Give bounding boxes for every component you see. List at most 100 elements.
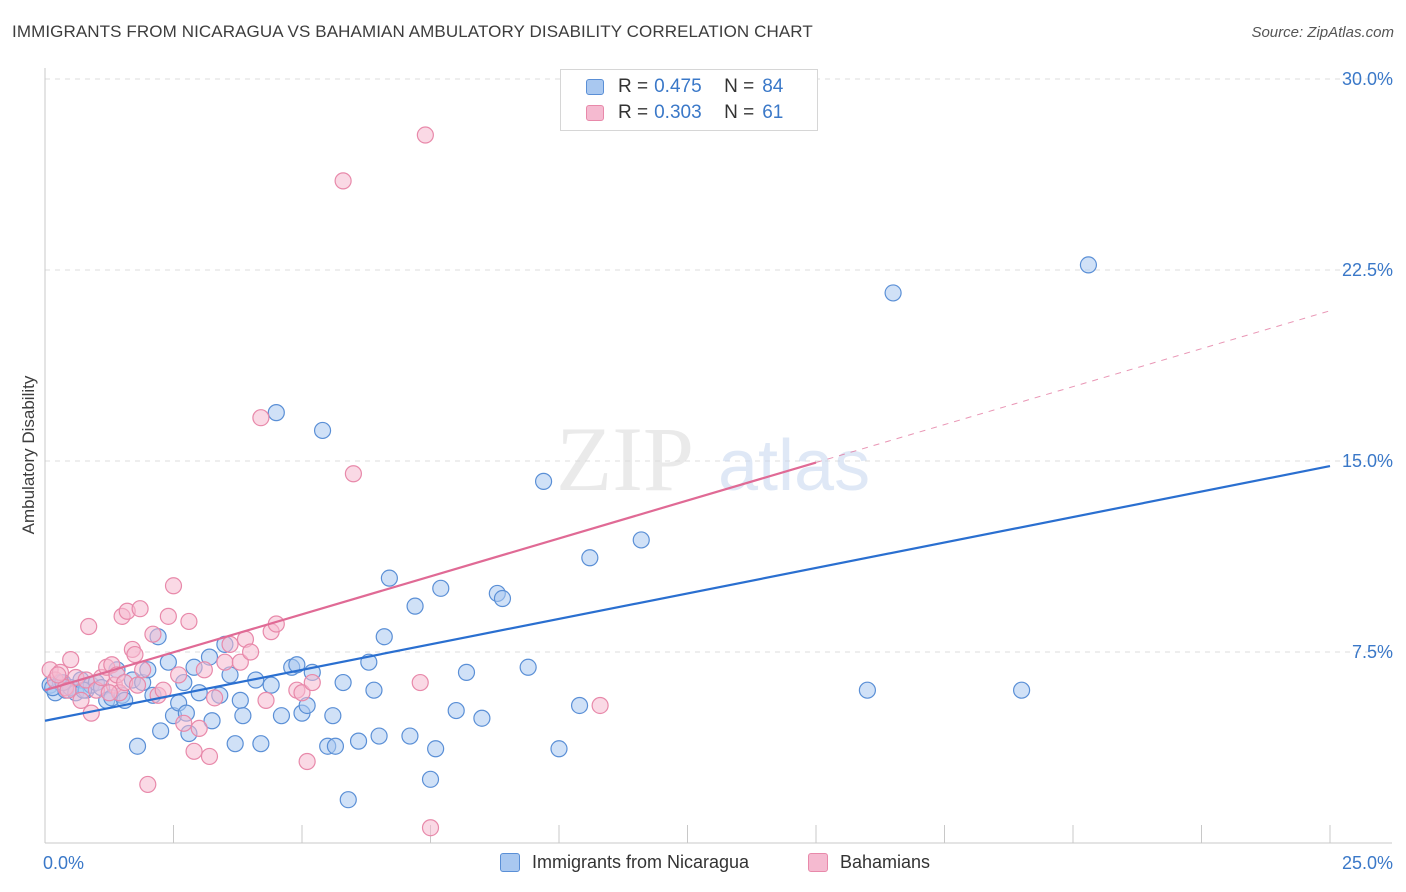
point-nicaragua [234,707,252,725]
point-nicaragua [334,673,352,692]
point-nicaragua [313,421,332,440]
point-bahamians [416,126,434,144]
legend-row-bahamians: R = 0.303 N = 61 [586,101,783,125]
point-bahamians [139,775,157,794]
point-bahamians [200,747,219,766]
bottom-legend-swatch-pink [808,853,828,872]
series-bahamians [41,126,609,837]
point-nicaragua [288,656,306,674]
point-nicaragua [365,681,383,699]
point-bahamians [231,653,249,671]
point-bahamians [80,617,98,636]
tick-labels: 7.5% 15.0% 22.5% 30.0% 0.0% 25.0% [43,69,1393,873]
legend: R = 0.475 N = 84 R = 0.303 N = 61 [560,69,818,131]
legend-r-value: 0.303 [654,102,702,123]
x-tick-label: 25.0% [1342,853,1393,873]
legend-swatch-blue [586,79,604,95]
point-nicaragua [1079,256,1098,274]
point-nicaragua [203,712,221,730]
legend-r-value: 0.475 [654,76,702,97]
point-bahamians [334,172,352,190]
point-bahamians [421,819,440,837]
bottom-legend-swatch-blue [500,853,520,872]
point-nicaragua [858,681,877,699]
point-bahamians [126,645,144,664]
point-bahamians [298,752,316,771]
point-bahamians [164,577,183,595]
point-nicaragua [401,727,419,745]
point-bahamians [134,661,152,679]
point-bahamians [252,409,270,427]
point-nicaragua [267,404,285,422]
point-nicaragua [432,579,450,597]
legend-r-label: R = [618,102,649,123]
point-bahamians [72,691,90,709]
point-nicaragua [272,707,291,725]
point-bahamians [221,635,239,653]
point-nicaragua [380,569,398,587]
point-nicaragua [324,707,342,725]
point-bahamians [195,661,213,679]
point-bahamians [242,643,260,661]
bottom-legend-nicaragua: Immigrants from Nicaragua [500,852,749,873]
series-nicaragua [41,256,1098,809]
point-bahamians [59,681,77,699]
point-bahamians [344,465,362,483]
trend-line-1 [44,461,817,692]
legend-n-label: N = [724,76,755,97]
legend-row-nicaragua: R = 0.475 N = 84 [586,75,783,99]
trend-line-0 [44,465,1331,722]
y-tick-label: 15.0% [1342,451,1393,471]
point-bahamians [128,676,147,694]
point-bahamians [411,673,429,692]
point-nicaragua [632,531,650,549]
point-bahamians [190,719,208,738]
trend-lines [44,310,1331,722]
bottom-legend-label: Immigrants from Nicaragua [532,852,750,872]
point-nicaragua [1012,681,1031,699]
point-nicaragua [534,472,553,490]
point-bahamians [175,714,193,732]
point-bahamians [303,673,321,692]
point-nicaragua [375,628,393,646]
y-tick-label: 22.5% [1342,260,1393,280]
point-nicaragua [262,676,280,694]
point-bahamians [185,742,203,760]
legend-swatch-pink [586,105,604,121]
legend-n-value: 61 [762,102,784,123]
point-nicaragua [190,684,208,702]
point-nicaragua [339,791,357,809]
watermark-atlas: atlas [718,426,870,506]
legend-n-label: N = [724,102,755,123]
bottom-legend-label: Bahamians [840,852,931,872]
point-bahamians [216,653,234,671]
point-bahamians [62,651,80,669]
legend-r-label: R = [618,76,649,97]
point-nicaragua [550,740,568,758]
point-nicaragua [326,737,345,755]
point-nicaragua [570,696,589,715]
point-nicaragua [884,284,902,302]
watermark: ZIP atlas [556,408,870,510]
point-bahamians [49,666,67,684]
point-bahamians [159,607,177,625]
point-nicaragua [349,732,368,750]
point-nicaragua [447,701,465,720]
point-nicaragua [252,735,270,753]
y-tick-label: 7.5% [1352,642,1393,662]
point-nicaragua [457,663,476,681]
point-nicaragua [231,691,249,709]
point-bahamians [170,666,188,684]
grid-lines [45,78,1392,653]
point-nicaragua [128,737,147,755]
point-nicaragua [493,589,512,608]
legend-n-value: 84 [762,76,784,97]
y-tick-label: 30.0% [1342,69,1393,89]
point-nicaragua [152,722,170,740]
point-nicaragua [226,735,244,753]
point-nicaragua [406,597,424,615]
point-nicaragua [473,709,491,727]
trend-line-dashed-1 [815,310,1331,464]
point-bahamians [591,696,609,715]
